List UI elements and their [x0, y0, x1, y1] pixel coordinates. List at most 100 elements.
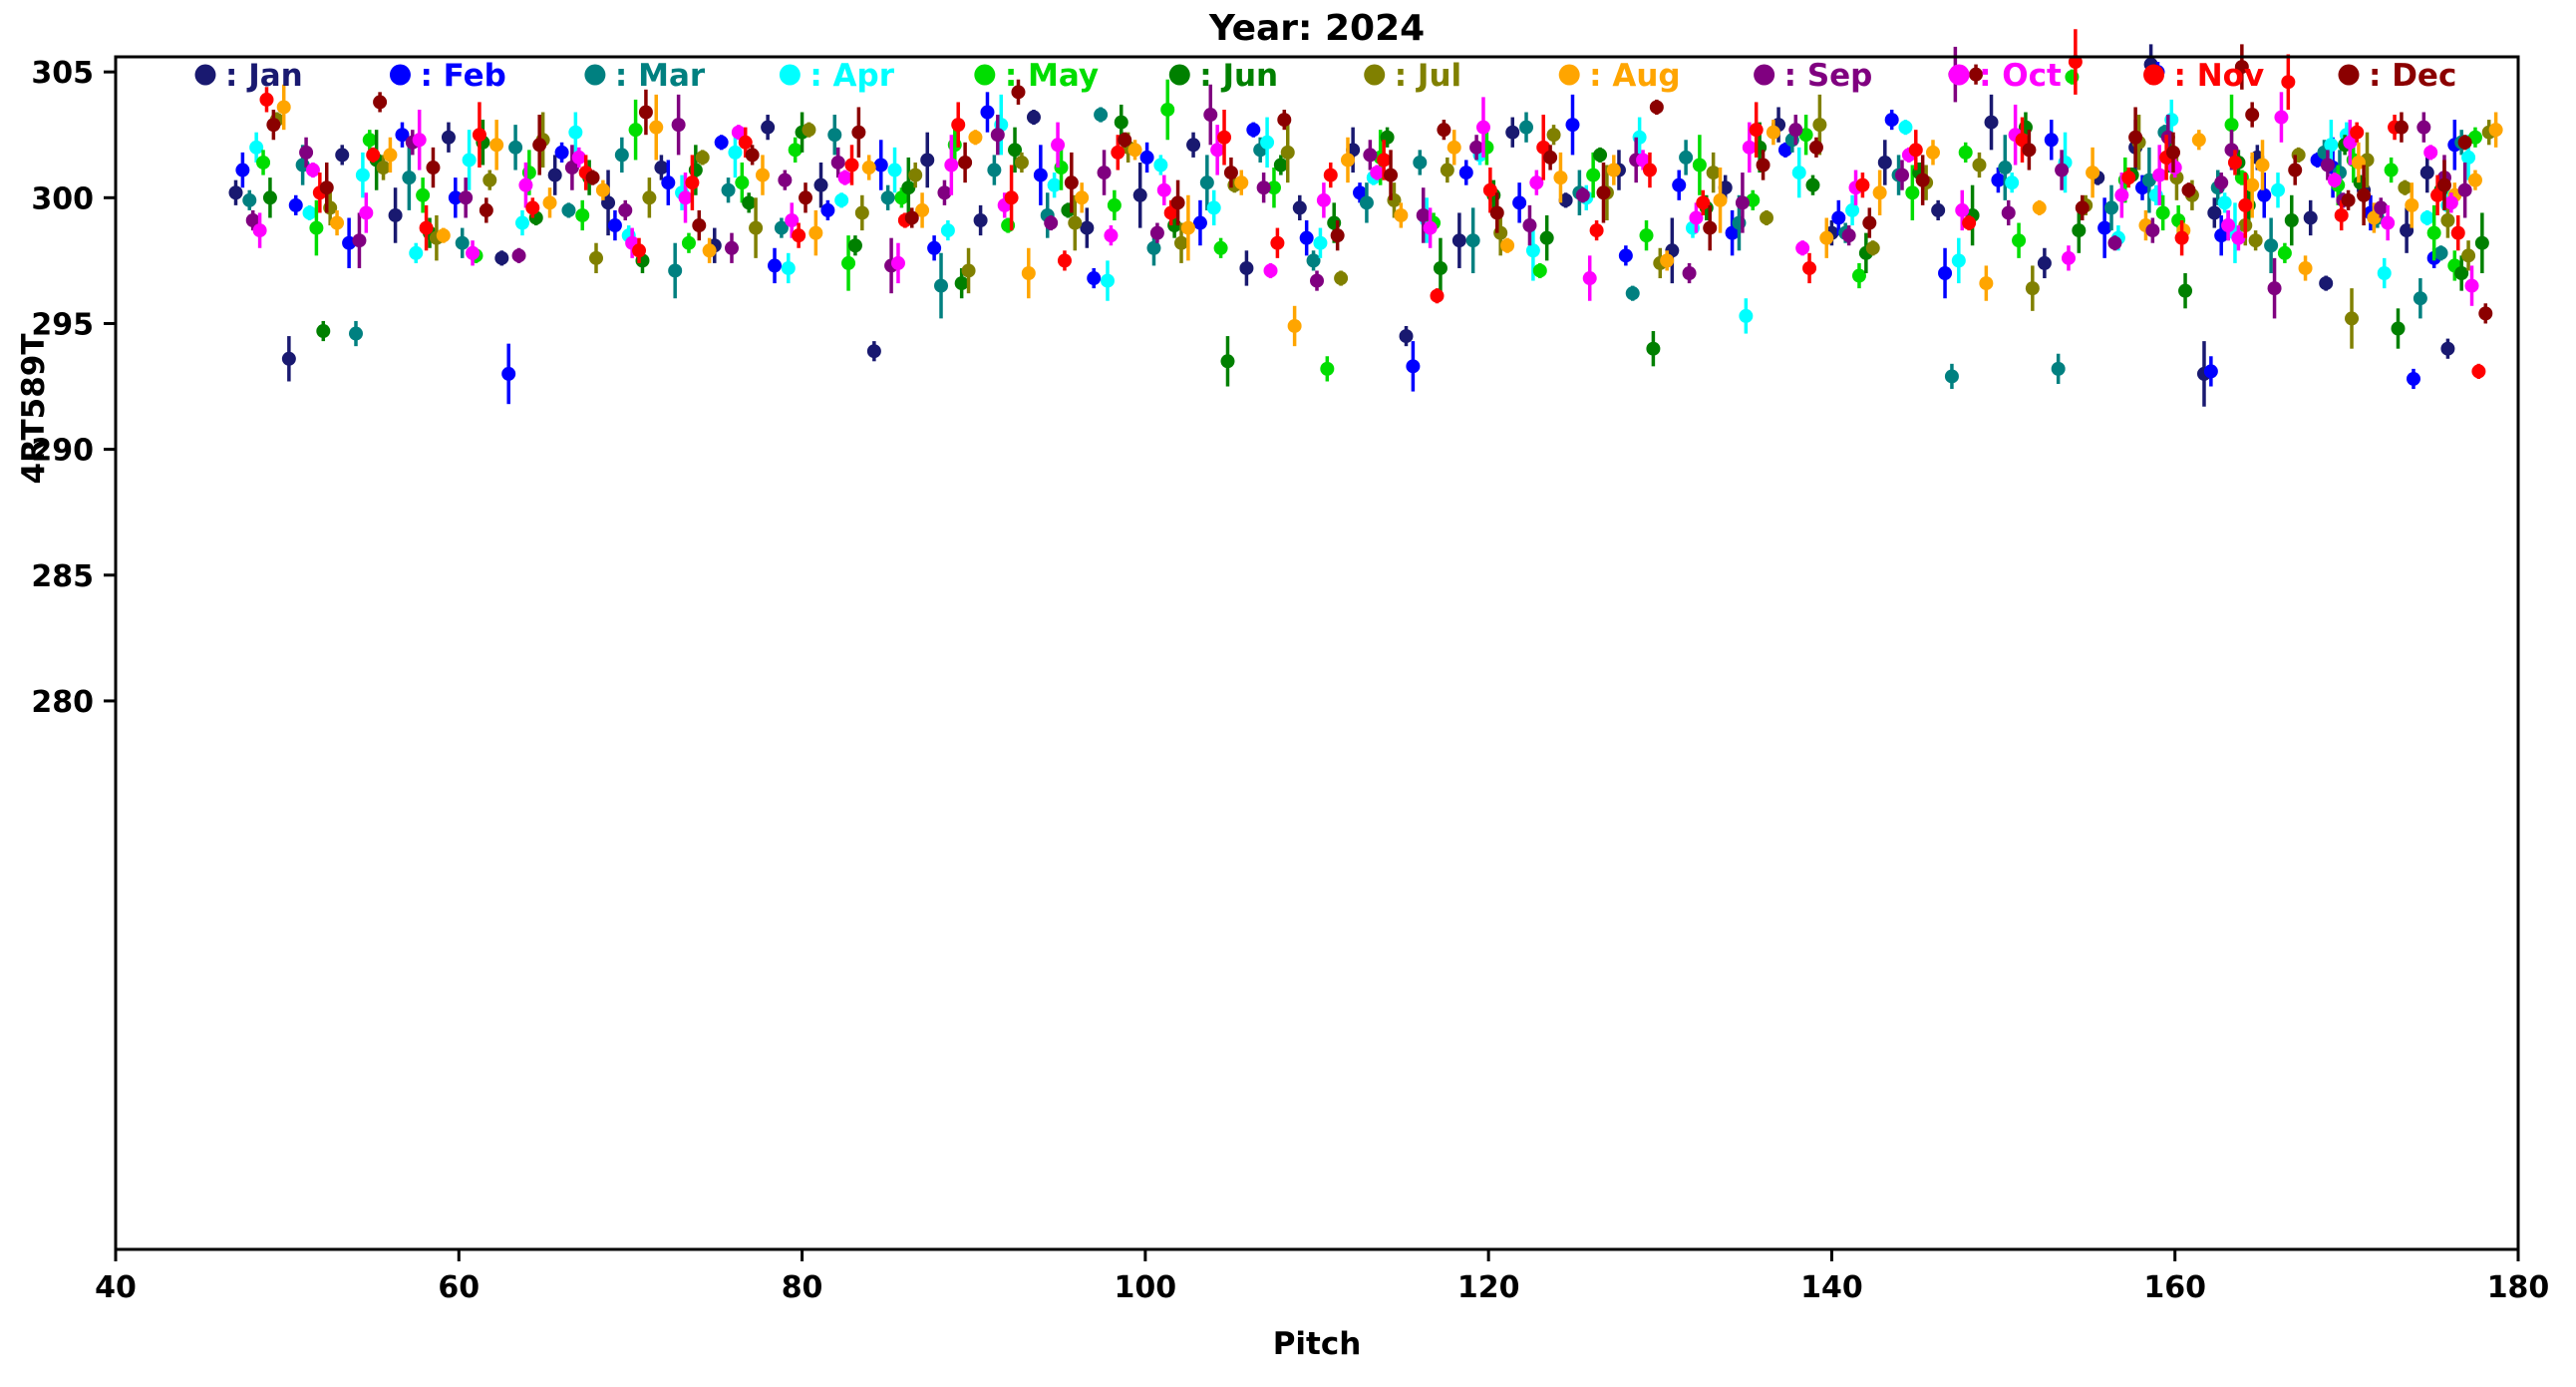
y-tick-label: 280	[31, 685, 94, 720]
data-point	[2174, 230, 2189, 245]
data-point	[1064, 175, 1079, 190]
legend-marker	[2338, 64, 2360, 86]
data-point	[2055, 163, 2070, 177]
data-point	[618, 202, 633, 217]
data-point	[2015, 133, 2030, 148]
data-point	[1220, 354, 1235, 369]
data-point	[692, 218, 707, 233]
data-point	[1192, 215, 1207, 230]
legend-item-feb: : Feb	[389, 58, 506, 94]
data-point	[2271, 182, 2285, 197]
data-point	[395, 128, 410, 143]
data-point	[1646, 341, 1661, 356]
data-point	[330, 215, 345, 230]
data-point	[489, 138, 504, 153]
series-nov	[259, 29, 2486, 379]
data-point	[802, 123, 816, 138]
data-point	[1777, 143, 1792, 158]
data-point	[1399, 329, 1414, 344]
data-point	[778, 173, 793, 187]
data-point	[2461, 248, 2476, 263]
data-point	[595, 182, 610, 197]
legend-marker	[1948, 64, 1970, 86]
data-point	[1210, 143, 1225, 158]
data-point	[904, 210, 919, 225]
data-point	[1831, 210, 1846, 225]
data-point	[1529, 175, 1544, 190]
data-point	[2467, 130, 2482, 145]
data-point	[1014, 155, 1029, 170]
data-point	[309, 220, 324, 235]
data-point	[302, 205, 317, 220]
data-point	[1536, 140, 1551, 155]
legend-label: : Mar	[615, 58, 706, 94]
data-point	[768, 258, 783, 273]
data-point	[1377, 153, 1392, 168]
data-point	[2334, 207, 2349, 222]
data-point	[628, 123, 643, 138]
data-point	[1277, 113, 1292, 128]
data-point	[1944, 369, 1959, 384]
data-point	[2324, 138, 2339, 153]
data-point	[2224, 118, 2239, 133]
data-point	[851, 125, 866, 140]
data-point	[2394, 120, 2409, 135]
data-point	[281, 351, 296, 366]
data-point	[1097, 166, 1112, 180]
data-point	[2255, 158, 2270, 173]
data-point	[1132, 187, 1147, 202]
data-point	[1539, 230, 1554, 245]
data-point	[1139, 150, 1154, 165]
data-point	[448, 190, 463, 205]
data-point	[2075, 200, 2090, 215]
data-point	[937, 185, 952, 200]
data-point	[2191, 133, 2206, 148]
data-point	[1642, 163, 1657, 177]
data-point	[1359, 195, 1374, 210]
data-point	[761, 120, 776, 135]
data-point	[792, 228, 806, 243]
data-point	[2044, 133, 2059, 148]
data-point	[2419, 210, 2434, 225]
legend-marker	[974, 64, 996, 86]
data-point	[1756, 158, 1771, 173]
data-point	[2104, 200, 2119, 215]
data-point	[1320, 361, 1335, 376]
data-point	[2072, 223, 2087, 238]
data-point	[830, 155, 845, 170]
data-point	[589, 250, 603, 265]
data-point	[1234, 175, 1249, 190]
data-point	[1416, 207, 1431, 222]
data-point	[1256, 180, 1271, 195]
data-point	[2281, 75, 2296, 90]
legend-marker	[194, 64, 216, 86]
plot-border	[114, 55, 2520, 1251]
data-point	[259, 92, 274, 107]
data-point	[316, 324, 331, 339]
data-point	[228, 185, 243, 200]
data-point	[319, 180, 334, 195]
legend-item-jan: : Jan	[194, 58, 303, 94]
data-point	[2433, 245, 2448, 260]
data-point	[412, 133, 427, 148]
data-point	[1618, 248, 1633, 263]
data-point	[1008, 143, 1023, 158]
data-point	[1679, 150, 1694, 165]
x-tick-label: 100	[1115, 1270, 1177, 1305]
data-point	[479, 202, 493, 217]
data-point	[980, 105, 995, 120]
data-point	[1273, 158, 1288, 173]
data-point	[1519, 120, 1534, 135]
data-point	[820, 202, 835, 217]
data-point	[2245, 177, 2260, 192]
data-point	[501, 366, 516, 381]
data-point	[2012, 233, 2027, 248]
data-point	[575, 207, 590, 222]
data-point	[514, 215, 529, 230]
data-point	[2413, 291, 2427, 306]
legend-item-oct: : Oct	[1948, 58, 2062, 94]
data-point	[1111, 145, 1126, 160]
series-feb	[235, 62, 2462, 405]
data-point	[1057, 253, 1072, 268]
